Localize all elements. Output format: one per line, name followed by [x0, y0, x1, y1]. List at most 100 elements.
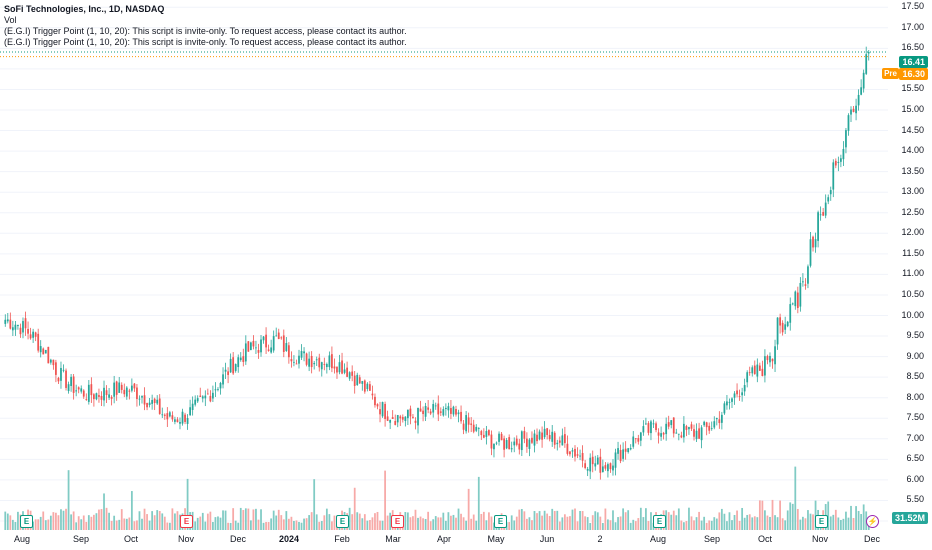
candle-body — [384, 403, 386, 419]
candle-body — [784, 324, 787, 330]
volume-bar — [156, 510, 159, 530]
volume-bar — [574, 508, 576, 530]
candle-body — [672, 417, 675, 434]
candle-body — [781, 322, 784, 333]
y-tick-label: 13.00 — [901, 186, 924, 197]
candle-body — [37, 333, 40, 351]
volume-bar — [376, 511, 379, 530]
candle-body — [756, 364, 759, 377]
earnings-event-icon[interactable]: E — [336, 515, 349, 528]
volume-bar — [42, 511, 45, 530]
volume-bar — [262, 522, 265, 530]
volume-bar — [622, 508, 625, 530]
volume-bar — [434, 516, 437, 530]
candle-body — [733, 393, 736, 398]
volume-bar — [265, 521, 267, 530]
candle-body — [639, 432, 642, 441]
volume-bar — [619, 516, 622, 530]
candle-body — [642, 426, 645, 433]
candle-body — [277, 332, 280, 340]
earnings-event-icon[interactable]: E — [494, 515, 507, 528]
volume-bar — [847, 517, 850, 530]
volume-bar — [786, 510, 789, 530]
volume-bar — [113, 515, 116, 530]
volume-bar — [743, 517, 746, 530]
candle-body — [201, 396, 204, 399]
volume-bar — [161, 513, 164, 530]
volume-bar — [541, 515, 543, 530]
volume-bar — [381, 520, 384, 530]
candle-body — [409, 408, 412, 417]
indicator-legend-1[interactable]: (E.G.I) Trigger Point (1, 10, 20): This … — [4, 26, 407, 36]
candle-body — [401, 416, 404, 420]
candle-body — [315, 359, 318, 361]
volume-bar — [442, 512, 445, 530]
volume-bar — [675, 515, 678, 530]
candle-body — [62, 369, 65, 371]
volume-bar — [465, 520, 468, 530]
earnings-event-icon[interactable]: E — [20, 515, 33, 528]
dividend-event-icon[interactable]: ⚡ — [866, 515, 879, 528]
candle-body — [655, 423, 657, 431]
candle-body — [174, 419, 176, 422]
volume-bar — [488, 512, 490, 530]
indicator-legend-2[interactable]: (E.G.I) Trigger Point (1, 10, 20): This … — [4, 37, 407, 47]
candle-body — [779, 317, 781, 326]
candle-body — [391, 417, 394, 419]
volume-bar — [781, 518, 784, 530]
candle-body — [300, 351, 303, 358]
earnings-event-icon[interactable]: E — [815, 515, 828, 528]
candle-body — [95, 393, 98, 400]
candle-body — [700, 427, 703, 441]
candle-body — [206, 393, 209, 395]
candle-body — [720, 414, 723, 423]
candle-body — [832, 162, 835, 190]
candle-body — [526, 438, 528, 447]
candle-body — [303, 351, 305, 354]
candle-body — [290, 359, 293, 362]
candle-body — [406, 409, 409, 419]
volume-bar — [239, 507, 242, 530]
candle-body — [161, 414, 164, 416]
volume-bar — [586, 517, 589, 530]
volume-bar — [242, 510, 245, 530]
candle-body — [857, 94, 860, 106]
volume-bar — [290, 516, 293, 530]
candle-body — [634, 438, 637, 440]
candle-body — [209, 395, 212, 402]
earnings-event-icon[interactable]: E — [391, 515, 404, 528]
volume-bar — [168, 522, 171, 530]
candle-body — [465, 415, 468, 432]
volume-bar — [406, 512, 409, 530]
candle-body — [166, 413, 169, 420]
candle-body — [601, 466, 604, 473]
candle-body — [488, 430, 490, 436]
volume-bar — [493, 522, 495, 530]
candle-body — [181, 411, 184, 424]
volume-bar — [774, 515, 776, 530]
volume-bar — [839, 519, 842, 530]
volume-bar — [809, 513, 812, 530]
candle-body — [163, 414, 166, 416]
volume-bar — [698, 511, 700, 530]
candle-body — [275, 335, 278, 337]
earnings-event-icon[interactable]: E — [653, 515, 666, 528]
y-tick-label: 9.50 — [906, 330, 924, 341]
x-tick-label: 2024 — [278, 534, 300, 544]
x-tick-label: Dec — [863, 534, 881, 544]
volume-bar — [746, 514, 749, 530]
premarket-price-tag: 16.30 — [899, 68, 928, 80]
candle-body — [617, 448, 619, 454]
earnings-event-icon[interactable]: E — [180, 515, 193, 528]
candle-body — [480, 431, 483, 436]
volume-bar — [609, 520, 612, 530]
volume-bar — [404, 512, 407, 530]
volume-bar — [842, 518, 845, 530]
volume-bar — [703, 516, 706, 530]
volume-bar — [353, 487, 356, 530]
volume-bar — [791, 503, 794, 530]
candle-body — [505, 440, 508, 449]
candle-body — [764, 356, 766, 376]
